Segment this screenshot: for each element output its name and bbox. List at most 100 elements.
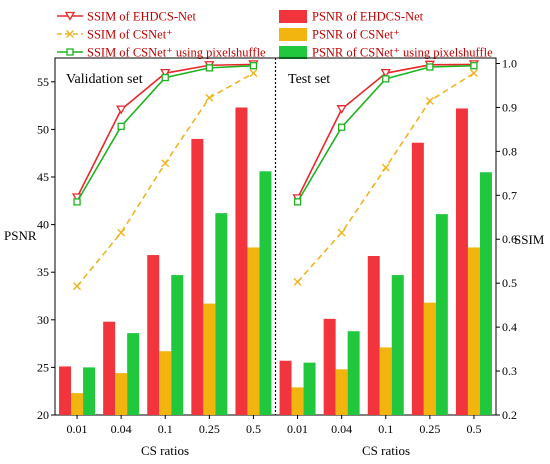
bar-panel1-s2-c0	[303, 362, 316, 415]
ssim-point-panel1-s2-c0	[293, 198, 302, 206]
y-right-tick-label-0: 0.2	[502, 408, 517, 422]
ssim-point-panel0-s2-c4	[249, 62, 258, 70]
y-axis-label-right: SSIM	[514, 232, 545, 247]
lines	[71, 60, 480, 291]
y-right-tick-label-8: 1.0	[502, 56, 517, 70]
bar-panel0-s0-c0	[59, 366, 72, 415]
legend-swatch-1	[279, 28, 307, 41]
ssim-point-panel1-s1-c1	[337, 228, 346, 237]
y-left-tick-label-1: 25	[37, 360, 49, 374]
ssim-point-panel1-s2-c3	[426, 63, 434, 71]
legend-swatch-0	[279, 10, 307, 23]
x-tick-label-panel0-c1: 0.04	[111, 422, 132, 436]
bar-panel0-s1-c3	[203, 303, 216, 415]
legend-swatch-2	[279, 46, 307, 59]
x-tick-label-panel1-c1: 0.04	[331, 422, 352, 436]
x-tick-label-panel1-c0: 0.01	[287, 422, 308, 436]
bar-panel0-s1-c4	[247, 247, 260, 415]
axes: 0.01 0.04 0.1 0.25 0.5 0.01 0.04 0.1 0.25 0.5 20 25…	[37, 56, 517, 436]
legend-marker-1	[66, 30, 74, 38]
ssim-point-panel0-s1-c0	[73, 282, 82, 291]
y-right-tick-label-3: 0.5	[502, 276, 517, 290]
ssim-point-panel0-s2-c0	[73, 198, 81, 206]
bar-panel1-s0-c2	[367, 256, 380, 415]
y-right-tick-label-6: 0.8	[502, 144, 517, 158]
x-tick-label-panel1-c4: 0.5	[466, 422, 481, 436]
legend-label-line-0: SSIM of EHDCS-Net	[87, 10, 197, 24]
y-right-tick-label-5: 0.7	[502, 188, 517, 202]
legend-label-bar-0: PSNR of EHDCS-Net	[312, 10, 424, 24]
ssim-point-panel1-s1-c3	[425, 96, 434, 105]
bar-panel0-s0-c2	[147, 255, 160, 415]
ssim-point-panel1-s0-c2	[380, 69, 391, 78]
x-axis-label-left: CS ratios	[141, 443, 189, 458]
bar-panel1-s1-c1	[335, 369, 348, 415]
y-left-tick-label-0: 20	[37, 408, 49, 422]
ssim-point-panel0-s1-c1	[117, 228, 126, 237]
y-right-tick-label-1: 0.3	[502, 364, 517, 378]
bar-panel0-s2-c2	[171, 275, 184, 415]
bar-panel1-s0-c0	[279, 360, 292, 415]
bar-panel1-s2-c3	[435, 214, 448, 415]
ssim-point-panel0-s1-c3	[205, 93, 214, 102]
bars	[59, 107, 492, 416]
x-tick-label-panel0-c2: 0.1	[158, 422, 173, 436]
legend-label-bar-1: PSNR of CSNet⁺	[312, 28, 400, 42]
bar-panel0-s2-c1	[127, 333, 140, 415]
x-tick-label-panel1-c2: 0.1	[378, 422, 393, 436]
y-right-tick-label-2: 0.4	[502, 320, 517, 334]
y-left-tick-label-4: 40	[37, 218, 49, 232]
y-right-tick-label-4: 0.6	[502, 232, 517, 246]
legend-marker-2	[66, 48, 74, 56]
bar-panel0-s2-c0	[83, 367, 96, 415]
legend-label-bar-2: PSNR of CSNet⁺ using pixelshuffle	[312, 46, 493, 60]
ssim-point-panel0-s2-c2	[161, 73, 169, 82]
y-left-tick-label-7: 55	[37, 75, 49, 89]
x-tick-label-panel1-c3: 0.25	[419, 422, 440, 436]
x-tick-label-panel0-c3: 0.25	[199, 422, 220, 436]
ssim-point-panel0-s2-c1	[117, 122, 125, 130]
ssim-point-panel0-s1-c4	[249, 69, 258, 78]
ssim-point-panel1-s1-c4	[469, 69, 478, 78]
panel-title-test: Test set	[288, 72, 330, 87]
bar-panel0-s0-c1	[103, 321, 116, 415]
bar-panel1-s1-c4	[467, 247, 480, 415]
ssim-point-panel1-s2-c2	[382, 75, 390, 83]
legend: SSIM of EHDCS-Net SSIM of CSNet⁺ SSIM of C…	[57, 10, 493, 60]
ssim-point-panel0-s1-c2	[161, 159, 170, 168]
bar-panel1-s2-c2	[391, 275, 404, 415]
bar-panel0-s2-c4	[259, 171, 272, 415]
ssim-point-panel0-s2-c3	[205, 64, 214, 72]
x-tick-label-panel0-c0: 0.01	[67, 422, 88, 436]
bar-panel0-s1-c1	[115, 373, 128, 415]
y-left-tick-label-5: 45	[37, 170, 49, 184]
bar-panel0-s2-c3	[215, 213, 228, 415]
y-left-tick-label-6: 50	[37, 122, 49, 136]
bar-panel0-s1-c0	[71, 393, 84, 415]
bar-panel1-s2-c4	[479, 172, 492, 415]
bar-panel1-s1-c0	[291, 387, 304, 415]
ssim-point-panel0-s0-c1	[116, 105, 127, 115]
ssim-point-panel1-s0-c1	[336, 105, 347, 114]
ssim-point-panel1-s2-c1	[337, 123, 346, 131]
bar-panel1-s0-c1	[323, 318, 336, 415]
legend-label-line-1: SSIM of CSNet⁺	[87, 28, 173, 42]
ssim-point-panel1-s2-c4	[470, 62, 478, 70]
legend-marker-0	[64, 11, 76, 21]
x-tick-label-panel0-c4: 0.5	[246, 422, 261, 436]
panel-title-validation: Validation set	[66, 72, 143, 87]
x-axis-label-right: CS ratios	[362, 443, 410, 458]
bar-panel0-s0-c4	[235, 107, 248, 415]
bar-panel1-s1-c2	[379, 347, 392, 415]
y-right-tick-label-7: 0.9	[502, 100, 517, 114]
bar-panel1-s0-c3	[411, 142, 424, 415]
bar-panel0-s0-c3	[191, 138, 204, 416]
y-axis-label-left: PSNR	[4, 228, 37, 243]
bar-panel1-s2-c1	[347, 331, 360, 415]
bar-panel0-s1-c2	[159, 351, 172, 415]
ssim-point-panel1-s1-c0	[293, 277, 302, 286]
ssim-point-panel0-s0-c2	[160, 69, 171, 78]
bar-panel1-s1-c3	[423, 302, 436, 415]
ssim-point-panel1-s1-c2	[381, 163, 390, 172]
